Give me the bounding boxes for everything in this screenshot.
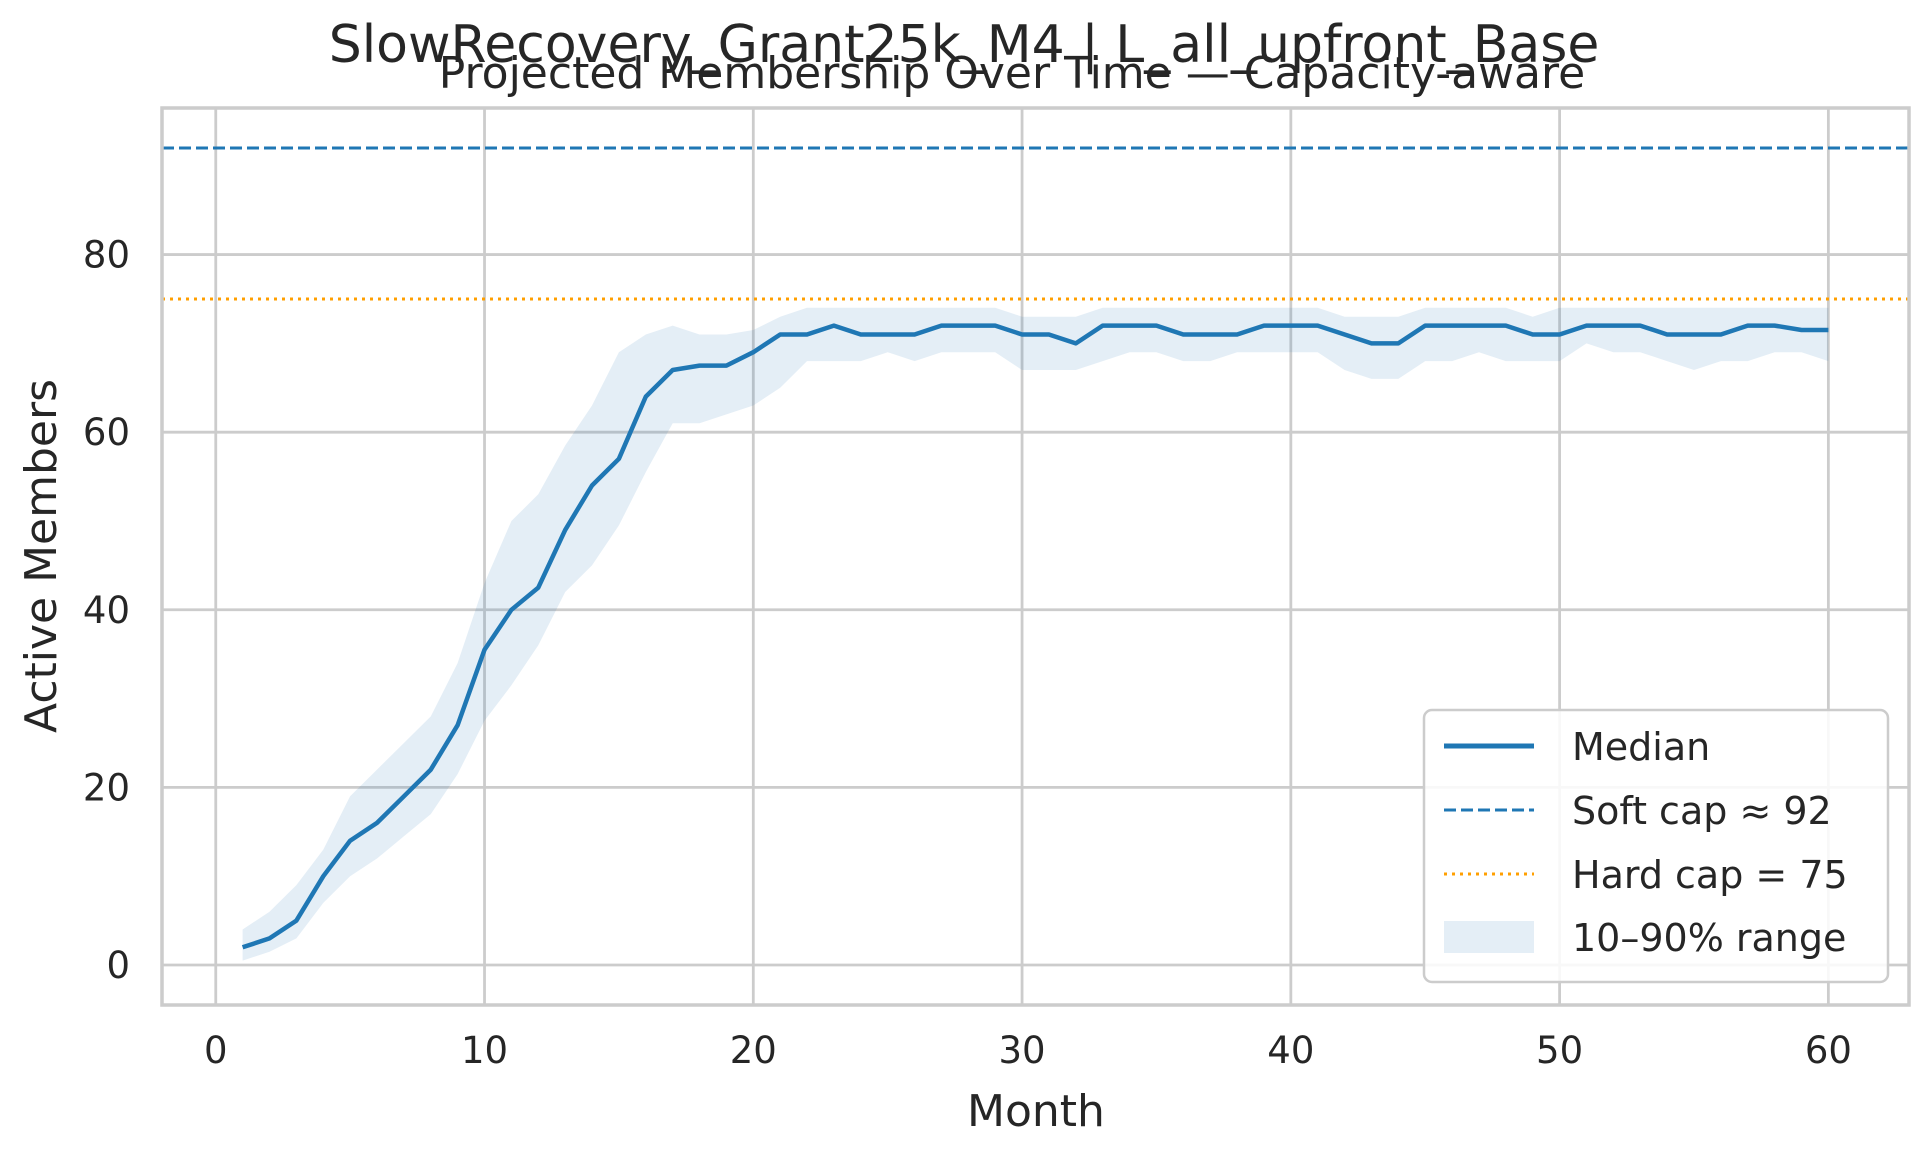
tick-labels: 0 10 20 30 40 50 60 0 20 40 60 80 xyxy=(83,234,1852,1072)
grid xyxy=(162,108,1909,1005)
x-axis-label: Month xyxy=(967,1086,1105,1137)
y-tick-label: 40 xyxy=(83,589,130,632)
chart-title: Projected Membership Over Time — Capacit… xyxy=(439,48,1585,99)
y-tick-label: 80 xyxy=(83,234,130,277)
plot-frame xyxy=(160,106,1911,1007)
legend-frame xyxy=(1422,708,1890,984)
x-tick-label: 20 xyxy=(730,1029,777,1072)
median-line xyxy=(241,323,1829,950)
y-tick-label: 0 xyxy=(106,944,130,987)
legend-range-label: 10–90% range xyxy=(1572,916,1846,960)
x-tick-label: 40 xyxy=(1267,1029,1314,1072)
chart-suptitle: SlowRecovery_Grant25k_M4 | L_all_upfront… xyxy=(329,15,1600,75)
x-tick-label: 50 xyxy=(1536,1029,1583,1072)
range-band xyxy=(242,307,1829,961)
x-tick-label: 10 xyxy=(461,1029,508,1072)
x-tick-label: 0 xyxy=(204,1029,228,1072)
line-layer xyxy=(162,146,1909,950)
x-tick-label: 30 xyxy=(999,1029,1046,1072)
y-tick-label: 60 xyxy=(83,411,130,454)
legend-hard-cap-label: Hard cap = 75 xyxy=(1572,853,1848,897)
range-band-layer xyxy=(242,307,1829,961)
legend-soft-cap-label: Soft cap ≈ 92 xyxy=(1572,789,1832,833)
legend-range-swatch xyxy=(1444,921,1534,953)
legend: Median Soft cap ≈ 92 Hard cap = 75 10–90… xyxy=(1422,708,1890,984)
legend-median-label: Median xyxy=(1572,725,1710,769)
y-axis-label: Active Members xyxy=(16,379,67,733)
x-tick-label: 60 xyxy=(1805,1029,1852,1072)
y-tick-label: 20 xyxy=(83,766,130,809)
